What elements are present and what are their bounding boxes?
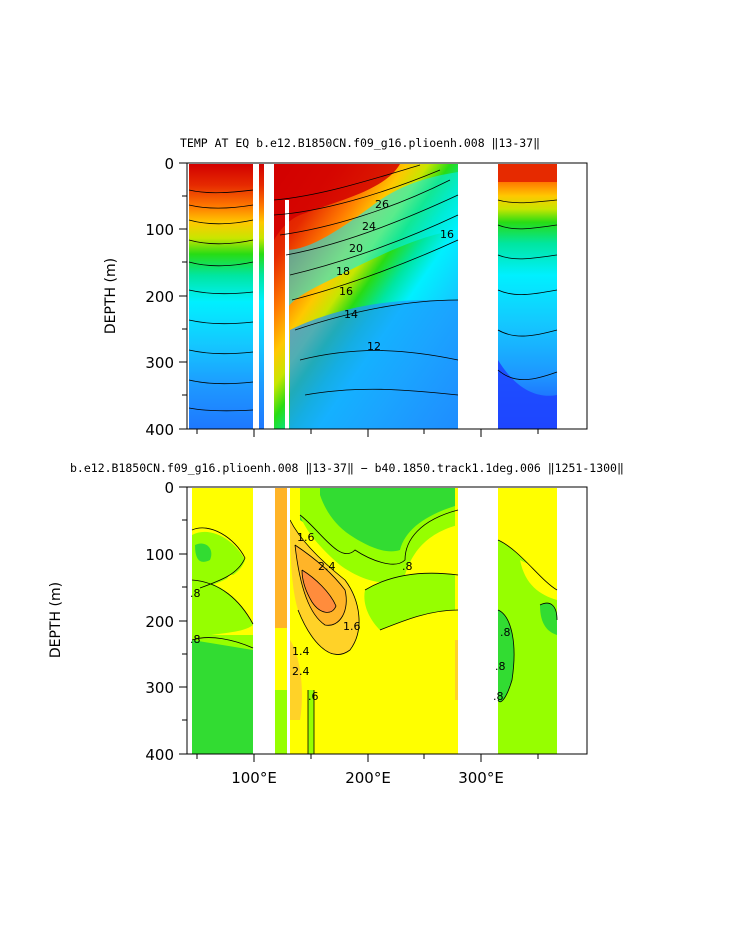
top-y-ticks — [179, 162, 187, 430]
bot-orange-deep — [302, 570, 336, 613]
bot-clabel-9: .8 — [190, 633, 201, 646]
top-panel: TEMP AT EQ b.e12.B1850CN.f09_g16.plioenh… — [103, 136, 588, 439]
bottom-panel: b.e12.B1850CN.f09_g16.plioenh.008 ‖13-37… — [48, 461, 624, 787]
top-thermocline — [286, 172, 458, 310]
bot-west-green-mid — [192, 580, 253, 640]
top-warm-pool — [274, 164, 400, 240]
bot-clabel-4: 1.4 — [292, 645, 310, 658]
bot-west-deepgreen — [192, 640, 253, 754]
top-deep-water — [290, 300, 458, 429]
top-clabel-6: 14 — [344, 308, 358, 321]
bottom-panel-field — [191, 488, 558, 754]
bot-clabel-12: .8 — [493, 690, 504, 703]
top-ytick-3: 300 — [145, 354, 174, 372]
bot-clabel-6: .6 — [308, 690, 319, 703]
bot-ytick-4: 400 — [145, 746, 174, 764]
bot-east-deepgreen-2 — [540, 603, 557, 635]
bot-clabel-1: 1.6 — [297, 531, 315, 544]
bottom-y-tick-labels: 0 100 200 300 400 — [145, 479, 174, 764]
bot-clabel-10: .8 — [500, 626, 511, 639]
bottom-y-ticks — [179, 486, 187, 755]
bot-clabel-11: .8 — [495, 660, 506, 673]
bot-contours — [191, 509, 558, 754]
top-east-surface — [498, 164, 557, 182]
bottom-panel-title: b.e12.B1850CN.f09_g16.plioenh.008 ‖13-37… — [70, 461, 624, 475]
bot-clabel-7: .8 — [402, 560, 413, 573]
bot-clabel-3: 1.6 — [343, 620, 361, 633]
top-ytick-0: 0 — [164, 155, 174, 173]
top-contour-labels: 26 24 20 18 16 14 12 16 — [336, 198, 454, 353]
bot-sliver-orange — [275, 488, 287, 628]
bot-ytick-0: 0 — [164, 479, 174, 497]
bot-ytick-3: 300 — [145, 679, 174, 697]
top-ytick-4: 400 — [145, 421, 174, 439]
bot-gap-a — [287, 488, 290, 754]
top-y-axis-label: DEPTH (m) — [103, 258, 119, 334]
top-clabel-8: 16 — [440, 228, 454, 241]
bot-xtick-1: 200°E — [345, 769, 391, 787]
top-panel-field — [188, 164, 558, 429]
top-x-ticks — [196, 429, 539, 437]
top-panel-title: TEMP AT EQ b.e12.B1850CN.f09_g16.plioenh… — [180, 136, 540, 150]
bot-ytick-1: 100 — [145, 546, 174, 564]
bot-clabel-2: 2.4 — [318, 560, 336, 573]
bottom-x-ticks — [196, 754, 539, 762]
bot-xtick-2: 300°E — [458, 769, 504, 787]
top-sliver-1 — [259, 164, 264, 429]
top-clabel-2: 24 — [362, 220, 376, 233]
top-gap-a — [285, 200, 289, 429]
top-ytick-1: 100 — [145, 221, 174, 239]
top-clabel-7: 12 — [367, 340, 381, 353]
bot-east-yellow — [520, 560, 557, 600]
top-east-deep — [498, 360, 557, 429]
bot-contour-labels: 1.6 2.4 1.6 1.4 2.4 .6 .8 .8 .8 .8 .8 .8 — [190, 531, 511, 703]
bot-clabel-5: 2.4 — [292, 665, 310, 678]
bot-east-deepgreen — [498, 610, 515, 702]
top-clabel-4: 18 — [336, 265, 350, 278]
bot-central-green-right — [364, 573, 458, 630]
bot-ytick-2: 200 — [145, 613, 174, 631]
bot-lower-orange — [290, 640, 302, 720]
bot-clabel-8: .8 — [190, 587, 201, 600]
bot-yellowish-strip — [455, 640, 458, 700]
top-y-tick-labels: 0 100 200 300 400 — [145, 155, 174, 439]
top-ytick-2: 200 — [145, 288, 174, 306]
top-clabel-5: 16 — [339, 285, 353, 298]
top-clabel-1: 26 — [375, 198, 389, 211]
bot-west-yellow-spot — [227, 574, 238, 585]
bot-east-far-right — [455, 488, 458, 754]
bot-xtick-0: 100°E — [231, 769, 277, 787]
top-west-block — [189, 164, 253, 429]
bottom-x-tick-labels: 100°E 200°E 300°E — [231, 769, 504, 787]
top-clabel-3: 20 — [349, 242, 363, 255]
bot-sliver-green — [275, 690, 287, 754]
bot-west-green-a — [195, 543, 212, 562]
bottom-y-axis-label: DEPTH (m) — [48, 582, 64, 658]
top-contours — [188, 164, 558, 412]
bot-lower-green-strip — [308, 690, 314, 754]
bot-central-green-core — [320, 488, 458, 552]
